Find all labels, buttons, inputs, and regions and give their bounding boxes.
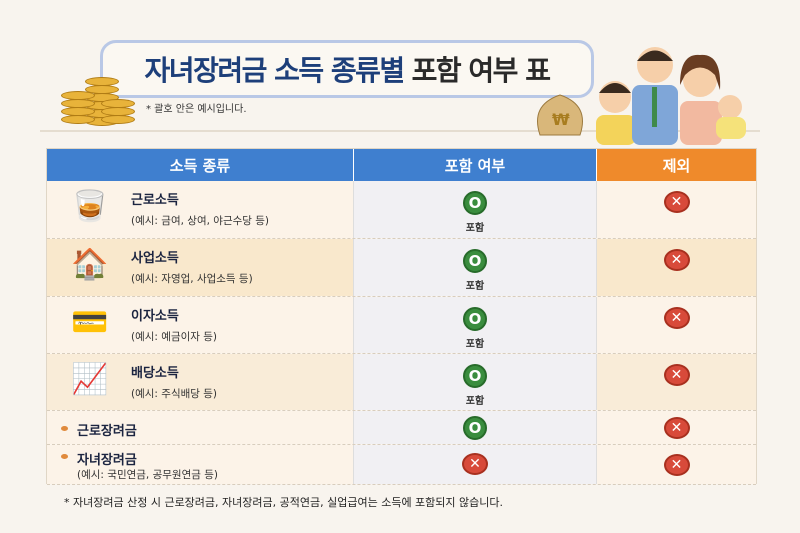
included-text: 포함 — [465, 281, 485, 292]
footnote: * 자녀장려금 산정 시 근로장려금, 자녀장려금, 공적연금, 실업급여는 소… — [64, 496, 504, 509]
included-text: 포함 — [465, 396, 485, 407]
divider — [40, 130, 760, 132]
glasses-icon: 🥃 — [71, 189, 109, 224]
svg-text:₩: ₩ — [552, 110, 570, 129]
table-row: 자녀장려금 (예시: 국민연금, 공무원연금 등) ✕ ✕ — [47, 445, 756, 485]
included-text: 포함 — [465, 223, 485, 234]
included-cell: ✕ — [353, 445, 596, 484]
income-example: (예시: 금여, 상여, 야근수당 등) — [131, 215, 270, 227]
income-type-cell: 🥃 근로소득 (예시: 금여, 상여, 야근수당 등) — [47, 181, 353, 238]
income-label: 배당소득 — [131, 366, 179, 381]
income-type-cell: 근로장려금 — [47, 411, 353, 444]
check-o-icon: O — [463, 249, 487, 273]
coin-stack-illustration — [55, 75, 145, 130]
house-icon: 🏠 — [71, 247, 109, 282]
income-example: (예시: 자영업, 사업소득 등) — [131, 273, 253, 285]
income-label: 자녀장려금 — [77, 453, 137, 468]
income-type-cell: 자녀장려금 (예시: 국민연금, 공무원연금 등) — [47, 445, 353, 484]
bullet-icon — [61, 426, 68, 431]
excluded-cell: ✕ — [596, 239, 756, 296]
check-o-icon: O — [463, 364, 487, 388]
income-example: (예시: 주식배당 등) — [131, 388, 218, 400]
included-cell: O 포함 — [353, 297, 596, 353]
family-illustration: ₩ — [537, 47, 746, 145]
check-o-icon: O — [463, 307, 487, 331]
excluded-cell: ✕ — [596, 445, 756, 484]
coins-card-icon: 💳 — [71, 305, 109, 340]
income-example: (예시: 예금이자 등) — [131, 331, 218, 343]
income-type-cell: 🏠 사업소득 (예시: 자영업, 사업소득 등) — [47, 239, 353, 296]
page-title: 자녀장려금 소득 종류별 포함 여부 표 — [100, 40, 594, 98]
included-cell: O 포함 — [353, 354, 596, 410]
note: * 괄호 안은 예시입니다. — [146, 104, 247, 115]
x-mark-icon: ✕ — [462, 453, 488, 475]
included-text: 포함 — [465, 339, 485, 350]
x-mark-icon: ✕ — [663, 307, 690, 329]
x-mark-icon: ✕ — [663, 454, 690, 476]
bullet-icon — [61, 454, 68, 459]
excluded-cell: ✕ — [596, 297, 756, 353]
included-cell: O — [353, 411, 596, 444]
excluded-cell: ✕ — [596, 181, 756, 238]
x-mark-icon: ✕ — [663, 191, 690, 213]
table-row: 근로장려금 O ✕ — [47, 411, 756, 445]
header-income-type: 소득 종류 — [47, 149, 353, 181]
income-type-cell: 📈 배당소득 (예시: 주식배당 등) — [47, 354, 353, 410]
excluded-cell: ✕ — [596, 354, 756, 410]
income-label: 근로장려금 — [77, 424, 137, 439]
x-mark-icon: ✕ — [663, 364, 690, 386]
table-row: 📈 배당소득 (예시: 주식배당 등) O 포함 ✕ — [47, 354, 756, 411]
x-mark-icon: ✕ — [663, 417, 690, 439]
income-type-cell: 💳 이자소득 (예시: 예금이자 등) — [47, 297, 353, 353]
income-example: (예시: 국민연금, 공무원연금 등) — [77, 469, 219, 481]
included-cell: O 포함 — [353, 239, 596, 296]
income-label: 사업소득 — [131, 251, 179, 266]
table-row: 🏠 사업소득 (예시: 자영업, 사업소득 등) O 포함 ✕ — [47, 239, 756, 297]
income-label: 근로소득 — [131, 193, 179, 208]
included-cell: O 포함 — [353, 181, 596, 238]
excluded-cell: ✕ — [596, 411, 756, 444]
table-row: 🥃 근로소득 (예시: 금여, 상여, 야근수당 등) O 포함 ✕ — [47, 181, 756, 239]
dividend-icon: 📈 — [71, 362, 109, 397]
table-row: 💳 이자소득 (예시: 예금이자 등) O 포함 ✕ — [47, 297, 756, 354]
header-excluded: 제외 — [596, 149, 756, 181]
income-table: 소득 종류 포함 여부 제외 🥃 근로소득 (예시: 금여, 상여, 야근수당 … — [46, 148, 757, 485]
check-o-icon: O — [463, 416, 487, 440]
income-label: 이자소득 — [131, 309, 179, 324]
check-o-icon: O — [463, 191, 487, 215]
x-mark-icon: ✕ — [663, 249, 690, 271]
header-included: 포함 여부 — [353, 149, 596, 181]
